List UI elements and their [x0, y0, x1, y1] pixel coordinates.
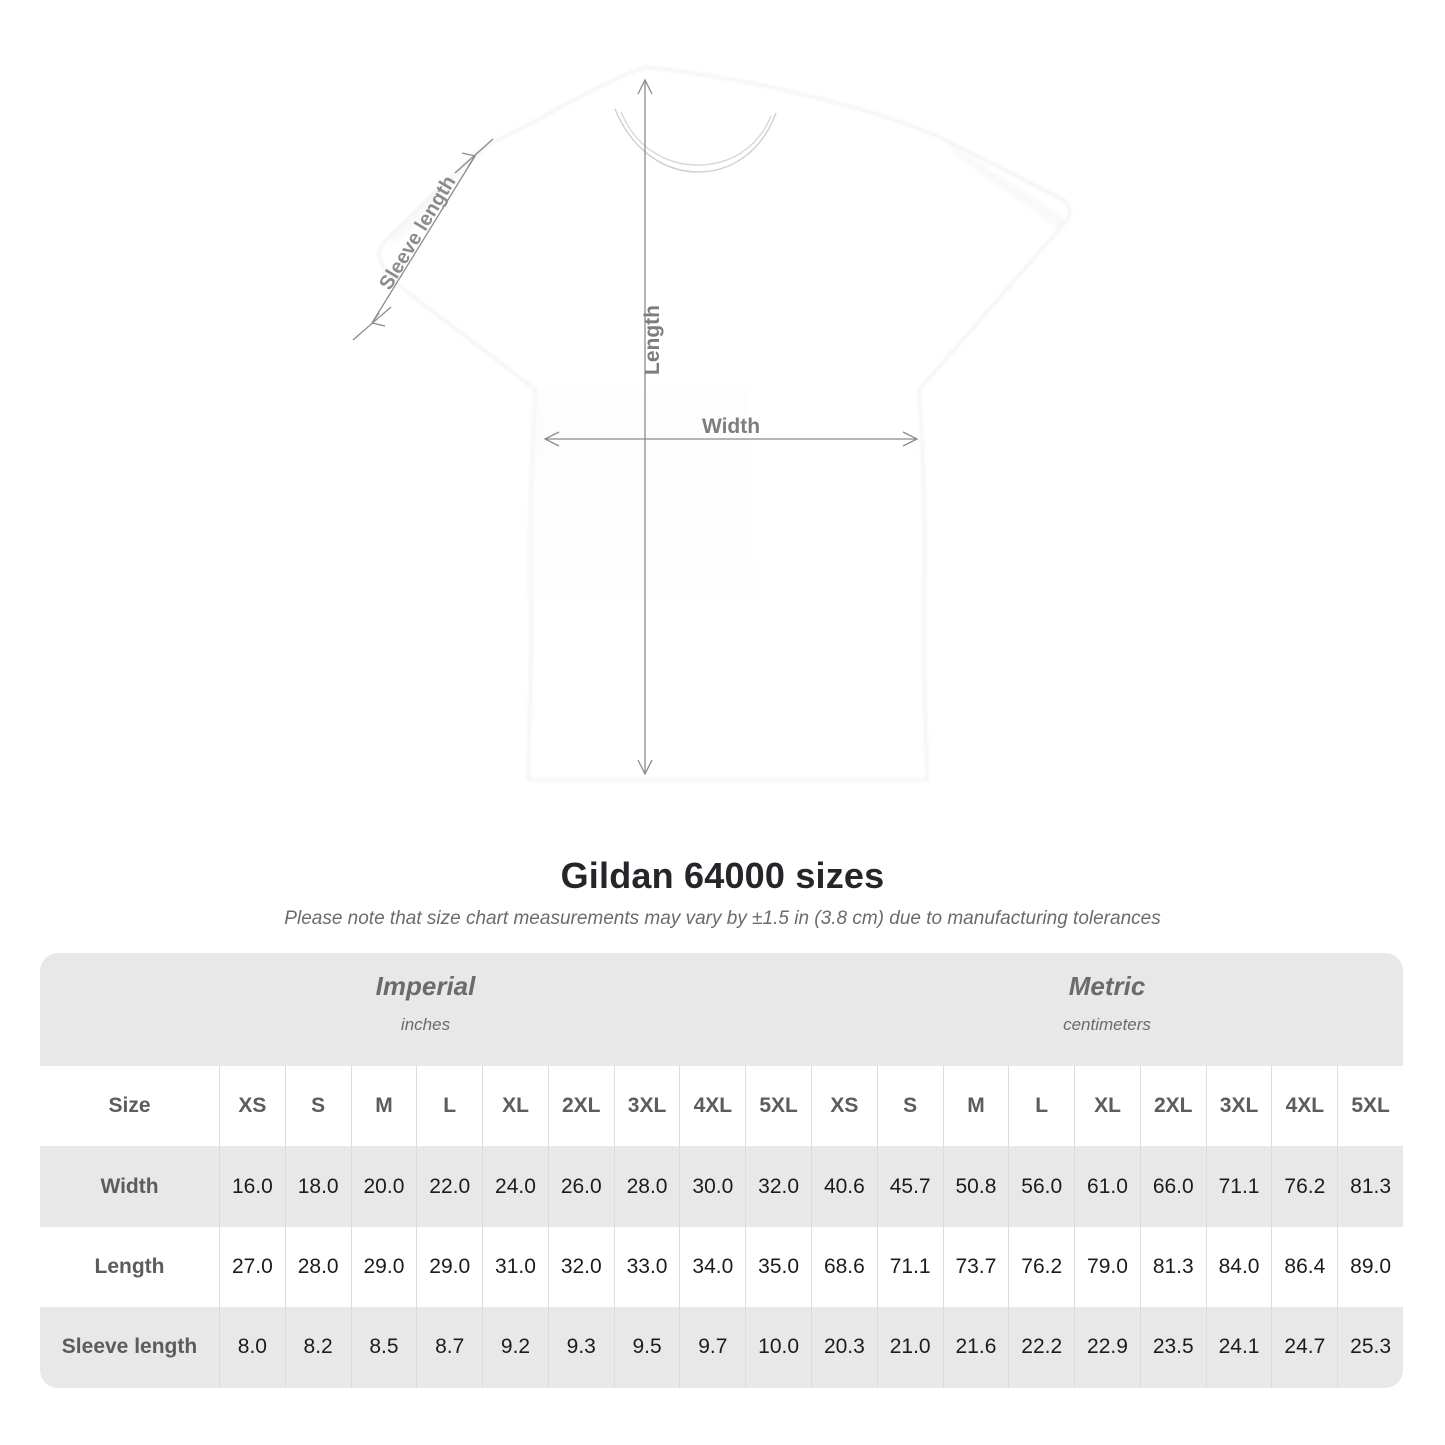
svg-text:Width: Width — [702, 415, 760, 438]
svg-text:Length: Length — [641, 305, 664, 375]
